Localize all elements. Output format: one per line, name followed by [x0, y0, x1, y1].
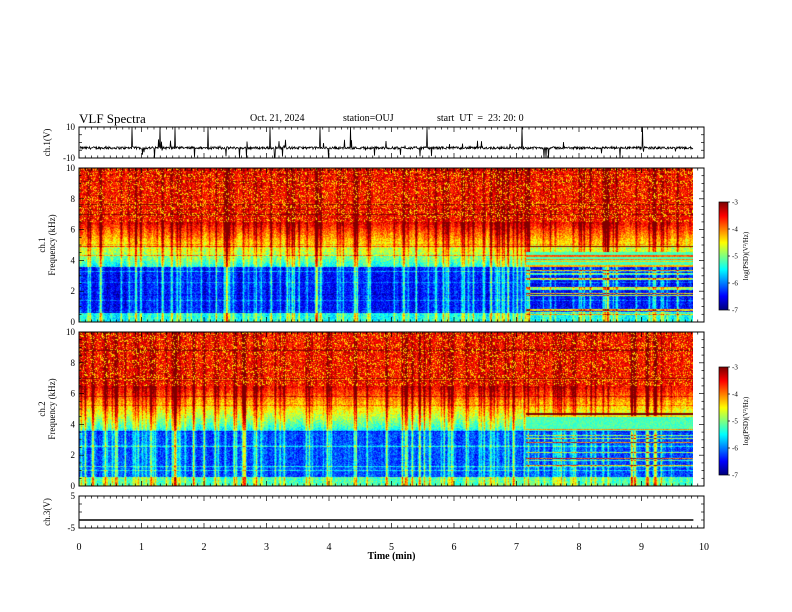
y-axis-label-line: Frequency (kHz) — [47, 214, 57, 275]
y-axis-label-line: ch.2 — [37, 401, 47, 416]
colorbar-tick-label: -5 — [732, 418, 738, 426]
x-tick-label: 7 — [514, 542, 519, 553]
x-tick-label: 2 — [202, 542, 207, 553]
y-axis-label-3: ch.3(V) — [42, 498, 52, 526]
y-tick-label: 2 — [71, 450, 76, 460]
header-start-time: start UT = 23: 20: 0 — [437, 113, 524, 124]
y-tick-label: 8 — [71, 194, 76, 204]
spectrogram-image-1 — [79, 168, 693, 322]
colorbar-tick-label: -4 — [732, 391, 738, 399]
header-station: station=OUJ — [343, 113, 394, 124]
spectrogram-image-2 — [79, 332, 693, 486]
x-tick-label: 0 — [77, 542, 82, 553]
x-tick-label: 8 — [577, 542, 582, 553]
y-tick-label: 10 — [66, 327, 76, 337]
y-axis-label-line: ch.1 — [37, 237, 47, 252]
y-axis-label-0: ch.1(V) — [42, 129, 52, 157]
y-tick-label: -10 — [63, 153, 75, 163]
x-tick-label: 1 — [139, 542, 144, 553]
ch1-series-line — [79, 126, 694, 159]
colorbar-tick-label: -3 — [732, 364, 738, 372]
y-tick-label: 6 — [71, 389, 76, 399]
header-date: Oct. 21, 2024 — [250, 113, 305, 124]
y-tick-label: 0 — [71, 481, 76, 491]
colorbar-label: log(PSD)(V²/Hz) — [742, 396, 750, 445]
x-tick-label: 6 — [452, 542, 457, 553]
y-tick-label: 4 — [71, 255, 76, 265]
colorbar-tick-label: -6 — [732, 280, 738, 288]
y-axis-label-line: ch.3(V) — [42, 498, 52, 526]
colorbar-tick-label: -7 — [732, 472, 738, 480]
y-axis-label-1: ch.1 Frequency (kHz) — [37, 214, 57, 275]
colorbar-tick-label: -6 — [732, 445, 738, 453]
colorbar-label: log(PSD)(V²/Hz) — [742, 231, 750, 280]
y-tick-label: 0 — [71, 317, 76, 327]
x-tick-label: 4 — [327, 542, 332, 553]
colorbar-tick-label: -7 — [732, 307, 738, 315]
x-tick-label: 9 — [639, 542, 644, 553]
colorbar-2 — [719, 367, 728, 475]
x-tick-label: 3 — [264, 542, 269, 553]
y-axis-label-line: ch.1(V) — [42, 129, 52, 157]
colorbar-1 — [719, 202, 728, 310]
y-tick-label: 10 — [66, 163, 76, 173]
x-tick-label: 10 — [699, 542, 709, 553]
y-tick-label: -5 — [68, 523, 76, 533]
y-tick-label: 6 — [71, 225, 76, 235]
colorbar-tick-label: -5 — [732, 253, 738, 261]
y-tick-label: 10 — [66, 122, 76, 132]
y-axis-label-line: Frequency (kHz) — [47, 378, 57, 439]
figure-title: VLF Spectra — [79, 111, 146, 126]
y-tick-label: 5 — [71, 491, 76, 501]
colorbar-tick-label: -3 — [732, 199, 738, 207]
colorbar-tick-label: -4 — [732, 226, 738, 234]
y-tick-label: 4 — [71, 419, 76, 429]
y-tick-label: 8 — [71, 358, 76, 368]
y-tick-label: 2 — [71, 286, 76, 296]
x-axis-title: Time (min) — [368, 551, 416, 562]
x-tick-label: 5 — [389, 542, 394, 553]
y-axis-label-2: ch.2 Frequency (kHz) — [37, 378, 57, 439]
